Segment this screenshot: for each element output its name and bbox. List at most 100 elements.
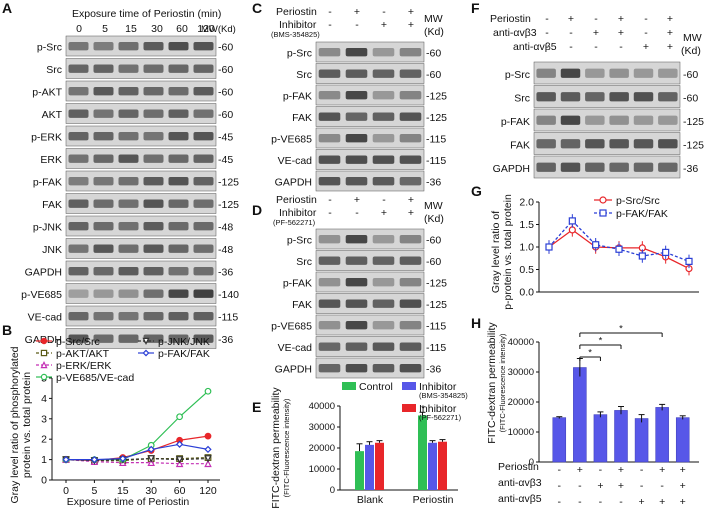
blot-band [318, 91, 341, 100]
blot-band [372, 299, 395, 308]
y-tick-label: 3 [41, 413, 47, 425]
blot-band [118, 222, 139, 231]
panel-a-mw-header: MW(Kd) [201, 24, 236, 35]
panel-g-ylabel-1: Gray level ratio of [490, 211, 502, 293]
sign: - [569, 41, 573, 53]
blot-band [168, 132, 189, 141]
sign: + [381, 19, 387, 31]
sign: + [408, 207, 414, 219]
blot-strip [533, 61, 681, 85]
blot-band [318, 299, 341, 308]
mw-label: -115 [426, 133, 446, 145]
data-point [40, 349, 48, 357]
blot-band [68, 109, 89, 118]
blot-strip [315, 84, 425, 106]
blot-band [633, 115, 654, 125]
blot-band [399, 299, 422, 308]
data-point [204, 459, 212, 468]
blot-band [168, 64, 189, 73]
blot-band [345, 112, 368, 121]
blot-strip [533, 108, 681, 132]
column-label: 0 [76, 23, 82, 35]
legend-label: p-VE685/VE-cad [56, 372, 134, 384]
blot-band [68, 312, 89, 321]
blot-band [560, 92, 581, 102]
legend-note: (PF-562271) [419, 413, 462, 422]
sign: - [599, 464, 603, 476]
blot-band [633, 68, 654, 78]
blot-band [118, 177, 139, 186]
blot-strip [315, 41, 425, 63]
row-label: VE-cad [278, 155, 313, 167]
sign: - [382, 194, 386, 206]
blot-band [93, 199, 114, 208]
data-point [176, 413, 184, 421]
blot-strip [65, 80, 217, 102]
row-label: GAPDH [275, 176, 312, 188]
blot-band [143, 199, 164, 208]
legend-label: Control [359, 381, 393, 393]
row-label: FAK [510, 139, 530, 151]
blot-band [345, 364, 368, 373]
mw-label: -115 [218, 311, 238, 323]
panel-g-label: G [471, 183, 482, 199]
sign: - [578, 496, 582, 508]
sign: - [328, 207, 332, 219]
bar [655, 407, 669, 463]
panel-f-kd: (Kd) [681, 45, 701, 57]
blot-band [372, 278, 395, 287]
blot-band [143, 289, 164, 298]
y-tick-label: 40000 [508, 337, 534, 348]
data-point [62, 455, 70, 464]
blot-band [372, 91, 395, 100]
bar [438, 441, 447, 490]
blot-strip [65, 215, 217, 237]
blot-band [93, 267, 114, 276]
mw-label: -60 [426, 69, 441, 81]
blot-strip [65, 283, 217, 304]
blot-band [633, 139, 654, 149]
blot-band [193, 87, 214, 96]
data-point [204, 445, 212, 454]
mw-label: -48 [218, 244, 233, 256]
mw-label: -48 [218, 221, 233, 233]
column-label: 15 [125, 23, 137, 35]
sign: + [597, 480, 603, 492]
blot-band [399, 69, 422, 78]
panel-f-rows: p-Src -60 Src -60 p-FAK -125 FAK -125 GAPDH -36 [493, 69, 705, 175]
mw-label: -45 [218, 131, 233, 143]
blot-strip [65, 148, 217, 169]
mw-label: -125 [218, 199, 239, 211]
blot-strip [65, 305, 217, 327]
panel-a-time-columns: 0 5 15 30 60 120 [76, 23, 215, 35]
blot-band [345, 91, 368, 100]
blot-band [658, 115, 678, 125]
blot-band [399, 155, 422, 164]
legend-label: Inhibitor [419, 381, 457, 393]
y-tick-label: 1.0 [519, 242, 534, 254]
blot-band [560, 68, 581, 78]
blot-band [193, 199, 214, 208]
y-tick-label: 2.0 [519, 197, 534, 209]
blot-band [118, 199, 139, 208]
panel-h-bar-chart: 0 10000 20000 30000 40000 - - - + - - - + - + + - - - + + - + +… [508, 324, 699, 508]
blot-band [168, 199, 189, 208]
data-point [599, 196, 607, 204]
blot-band [93, 132, 114, 141]
panel-f-cond3: anti-αvβ5 [513, 41, 557, 53]
blot-band [143, 132, 164, 141]
y-tick-label: 10000 [309, 464, 335, 475]
blot-band [399, 364, 422, 373]
row-label: p-ERK [31, 131, 62, 143]
blot-band [193, 334, 214, 343]
blot-band [372, 364, 395, 373]
blot-band [318, 278, 341, 287]
mw-label: -60 [218, 64, 233, 76]
sign: - [558, 496, 562, 508]
blot-band [372, 155, 395, 164]
blot-band [118, 334, 139, 343]
sign: - [558, 464, 562, 476]
row-label: Src [514, 92, 530, 104]
data-point [90, 455, 99, 464]
y-tick-label: 0.0 [519, 287, 534, 299]
